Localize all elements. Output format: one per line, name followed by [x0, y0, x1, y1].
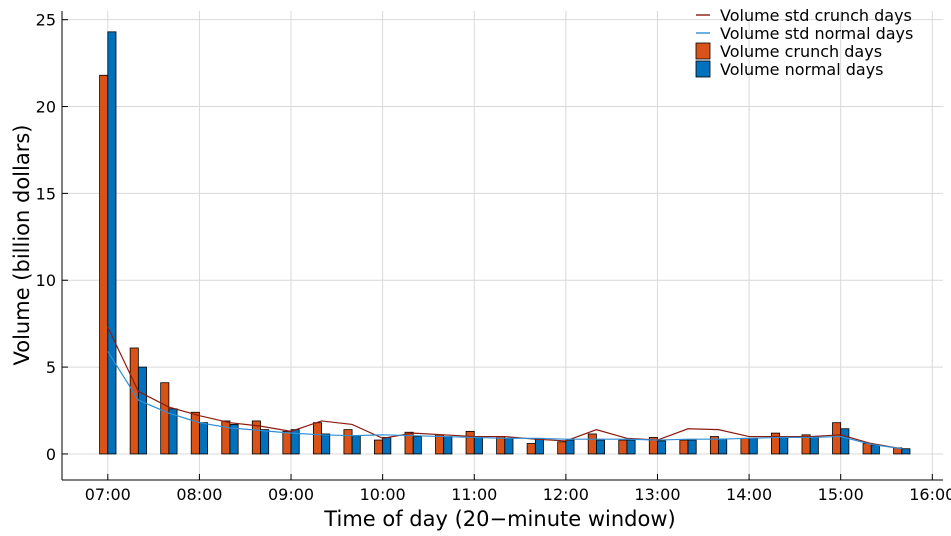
bar-normal	[504, 437, 514, 455]
x-tick-label: 11:00	[451, 485, 497, 504]
bar-normal	[260, 429, 270, 455]
bar-normal	[687, 439, 697, 455]
bar-normal	[840, 428, 850, 455]
x-tick-label: 09:00	[268, 485, 314, 504]
bar-crunch	[99, 74, 109, 455]
x-tick-label: 08:00	[176, 485, 222, 504]
bar-normal	[901, 448, 911, 455]
x-tick-label: 13:00	[634, 485, 680, 504]
legend-bar-swatch	[695, 60, 711, 78]
bar-normal	[565, 439, 575, 455]
y-tick-label: 0	[46, 445, 56, 464]
x-tick-label: 15:00	[818, 485, 864, 504]
bar-normal	[199, 422, 209, 455]
legend-bar-swatch	[695, 42, 711, 60]
bar-crunch	[862, 443, 872, 455]
line-std-normal	[107, 351, 902, 450]
bar-crunch	[190, 411, 200, 455]
bar-normal	[596, 439, 606, 455]
legend-entry: Volume std crunch days	[720, 6, 912, 25]
x-tick-label: 07:00	[85, 485, 131, 504]
x-tick-label: 16:00	[909, 485, 951, 504]
y-tick-label: 5	[46, 358, 56, 377]
bar-normal	[351, 435, 361, 455]
bar-normal	[137, 366, 147, 455]
grid	[62, 11, 943, 480]
bar-normal	[382, 437, 392, 455]
y-tick-label: 15	[36, 184, 56, 203]
line-std-crunch	[107, 326, 902, 450]
bar-crunch	[374, 439, 384, 455]
y-tick-label: 25	[36, 11, 56, 30]
bar-crunch	[496, 436, 506, 455]
y-axis-label: Volume (billion dollars)	[10, 125, 34, 366]
bar-crunch	[740, 437, 750, 455]
axes: 0 5 10 15 20 25 07:00 08:00 09:00 10:00 11:00 12:00…	[36, 11, 951, 504]
bar-crunch	[526, 443, 536, 455]
bar-normal	[412, 436, 422, 455]
bar-crunch	[221, 420, 231, 455]
bar-crunch	[312, 422, 322, 455]
bar-crunch	[160, 382, 170, 455]
legend-entry: Volume std normal days	[720, 24, 913, 43]
x-tick-label: 14:00	[726, 485, 772, 504]
bar-normal	[657, 440, 667, 455]
legend-entry: Volume crunch days	[720, 42, 882, 61]
legend-entry: Volume normal days	[720, 60, 884, 79]
bar-crunch	[343, 429, 353, 455]
bars	[99, 31, 911, 455]
x-tick-label: 10:00	[360, 485, 406, 504]
y-tick-label: 20	[36, 98, 56, 117]
x-axis-label: Time of day (20−minute window)	[323, 507, 675, 531]
bar-normal	[443, 436, 453, 455]
y-tick-label: 10	[36, 271, 56, 290]
bar-normal	[229, 424, 239, 455]
bar-normal	[718, 438, 728, 455]
lines	[107, 326, 902, 450]
bar-normal	[321, 433, 331, 455]
bar-crunch	[587, 433, 597, 455]
bar-normal	[626, 439, 636, 455]
bar-normal	[779, 436, 789, 455]
x-tick-label: 12:00	[543, 485, 589, 504]
bar-crunch	[618, 439, 628, 455]
bar-normal	[748, 437, 758, 455]
bar-crunch	[129, 347, 139, 455]
bar-crunch	[557, 441, 567, 455]
bar-normal	[809, 436, 819, 455]
bar-normal	[107, 31, 117, 455]
bar-crunch	[282, 430, 292, 455]
bar-normal	[473, 437, 483, 455]
bar-normal	[870, 444, 880, 455]
bar-crunch	[832, 422, 842, 455]
bar-normal	[534, 437, 544, 455]
bar-crunch	[679, 439, 689, 455]
bar-crunch	[465, 430, 475, 455]
bar-crunch	[435, 434, 445, 455]
